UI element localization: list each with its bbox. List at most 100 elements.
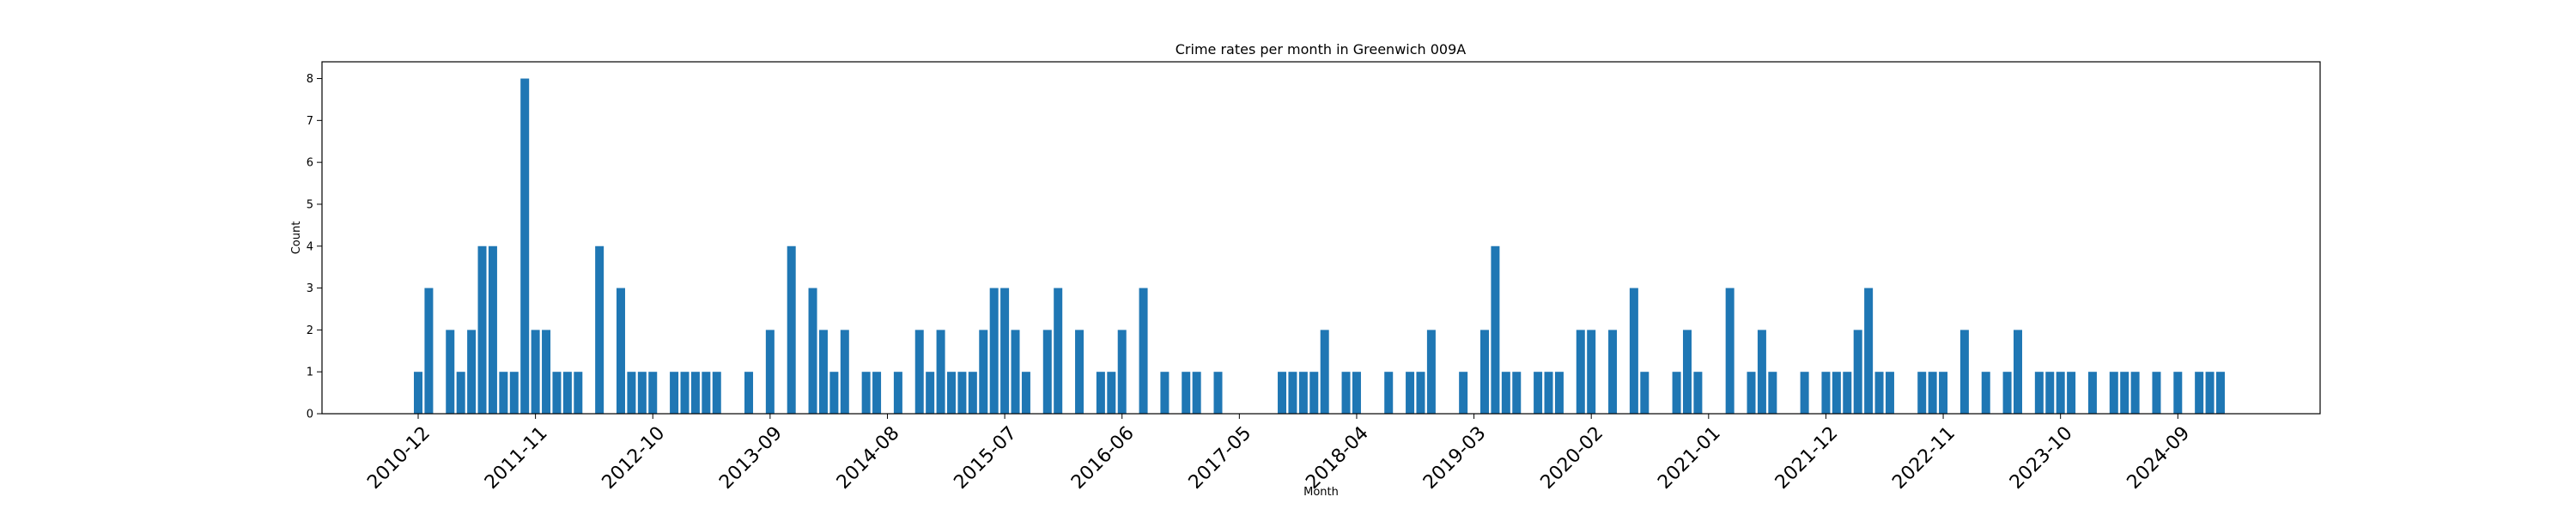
bar-2012-01 bbox=[552, 372, 562, 414]
bar-2023-03 bbox=[1981, 372, 1990, 414]
bar-2012-08 bbox=[627, 372, 636, 414]
bar-2012-12 bbox=[670, 372, 679, 414]
bar-2016-12 bbox=[1182, 372, 1191, 414]
x-tick-label: 2011-11 bbox=[481, 422, 552, 494]
x-tick-label: 2014-08 bbox=[833, 422, 904, 494]
bar-2021-05 bbox=[1747, 372, 1756, 414]
bar-2010-12 bbox=[414, 372, 422, 414]
x-tick-label: 2018-04 bbox=[1302, 422, 1373, 494]
bar-2022-09 bbox=[1917, 372, 1927, 414]
bar-2020-10 bbox=[1672, 372, 1681, 414]
bar-2022-11 bbox=[1939, 372, 1948, 414]
bar-2024-09 bbox=[2173, 372, 2183, 414]
bar-2021-06 bbox=[1757, 330, 1766, 414]
bar-2011-07 bbox=[488, 245, 497, 414]
bar-2022-02 bbox=[1843, 372, 1852, 414]
bar-2017-10 bbox=[1288, 372, 1297, 414]
y-tick-label: 1 bbox=[307, 367, 313, 379]
bar-2022-06 bbox=[1885, 372, 1894, 414]
ticks-layer: 0 1 2 3 4 5 6 7 8 2010-12 2011-11 2012-10 2013-09 201… bbox=[307, 73, 2195, 494]
bar-2019-09 bbox=[1534, 372, 1543, 414]
bar-2018-10 bbox=[1416, 372, 1425, 414]
bars-layer bbox=[414, 78, 2225, 415]
bar-2019-10 bbox=[1544, 372, 1553, 414]
bar-2019-05 bbox=[1491, 245, 1500, 414]
bar-2020-12 bbox=[1693, 372, 1703, 414]
bar-2023-08 bbox=[2034, 372, 2044, 414]
bar-2013-01 bbox=[680, 372, 690, 414]
bar-2024-12 bbox=[2205, 372, 2215, 414]
bar-2014-02 bbox=[818, 330, 828, 414]
bar-2018-09 bbox=[1406, 372, 1415, 414]
bar-2016-10 bbox=[1160, 372, 1170, 414]
bar-2011-10 bbox=[520, 78, 530, 415]
bar-2019-11 bbox=[1554, 372, 1564, 414]
bar-2021-10 bbox=[1800, 372, 1809, 414]
x-tick-label: 2022-11 bbox=[1888, 422, 1959, 494]
bar-2015-04 bbox=[968, 372, 977, 414]
bar-2014-11 bbox=[914, 330, 924, 414]
bar-2017-09 bbox=[1278, 372, 1287, 414]
bar-2020-11 bbox=[1682, 330, 1692, 414]
bar-2013-04 bbox=[712, 372, 721, 414]
bar-2011-04 bbox=[456, 372, 465, 414]
bar-2020-02 bbox=[1587, 330, 1596, 414]
bar-2015-01 bbox=[936, 330, 945, 414]
bar-2024-07 bbox=[2152, 372, 2161, 414]
bar-2018-04 bbox=[1352, 372, 1361, 414]
bar-2014-06 bbox=[861, 372, 871, 414]
bar-2011-09 bbox=[509, 372, 519, 414]
y-tick-label: 5 bbox=[307, 198, 313, 211]
bar-2023-11 bbox=[2067, 372, 2076, 414]
bar-2011-05 bbox=[467, 330, 477, 414]
x-tick-label: 2015-07 bbox=[950, 422, 1021, 494]
y-tick-label: 4 bbox=[307, 240, 313, 253]
x-tick-label: 2021-12 bbox=[1771, 422, 1843, 494]
y-tick-label: 7 bbox=[307, 115, 313, 128]
bar-2012-05 bbox=[595, 245, 605, 414]
bar-2023-01 bbox=[1959, 330, 1969, 414]
bar-2014-07 bbox=[872, 372, 882, 414]
bar-2024-04 bbox=[2120, 372, 2129, 414]
y-tick-label: 6 bbox=[307, 157, 313, 170]
bar-2021-03 bbox=[1725, 288, 1735, 414]
bar-2022-03 bbox=[1853, 330, 1862, 414]
bar-2017-11 bbox=[1298, 372, 1308, 414]
bar-2023-05 bbox=[2002, 372, 2012, 414]
bar-2023-10 bbox=[2056, 372, 2065, 414]
bar-2011-12 bbox=[542, 330, 551, 414]
chart-title: Crime rates per month in Greenwich 009A bbox=[1176, 41, 1467, 58]
bar-2015-08 bbox=[1011, 330, 1020, 414]
x-tick-label: 2024-09 bbox=[2123, 422, 2195, 494]
bar-2019-07 bbox=[1512, 372, 1522, 414]
bar-2019-04 bbox=[1480, 330, 1489, 414]
bar-2011-03 bbox=[446, 330, 455, 414]
bar-2018-07 bbox=[1384, 372, 1394, 414]
bar-2024-01 bbox=[2087, 372, 2097, 414]
bar-2012-07 bbox=[616, 288, 625, 414]
x-tick-label: 2010-12 bbox=[363, 422, 434, 494]
bar-2018-11 bbox=[1426, 330, 1436, 414]
bar-2018-03 bbox=[1341, 372, 1351, 414]
bar-2013-03 bbox=[702, 372, 711, 414]
bar-2020-01 bbox=[1576, 330, 1585, 414]
bar-2016-02 bbox=[1075, 330, 1084, 414]
x-tick-label: 2020-02 bbox=[1537, 422, 1608, 494]
bar-2019-06 bbox=[1501, 372, 1510, 414]
bar-2015-05 bbox=[979, 330, 988, 414]
bar-2018-01 bbox=[1320, 330, 1329, 414]
bar-2013-09 bbox=[765, 330, 775, 414]
bar-2013-02 bbox=[690, 372, 700, 414]
bar-2016-04 bbox=[1096, 372, 1105, 414]
bar-2014-04 bbox=[840, 330, 849, 414]
bar-2020-06 bbox=[1629, 288, 1638, 414]
bar-2022-10 bbox=[1928, 372, 1937, 414]
y-tick-label: 0 bbox=[307, 409, 313, 421]
bar-2014-01 bbox=[808, 288, 817, 414]
y-tick-label: 3 bbox=[307, 282, 313, 295]
bar-2016-05 bbox=[1107, 372, 1116, 414]
bar-2025-01 bbox=[2215, 372, 2225, 414]
bar-2017-12 bbox=[1309, 372, 1319, 414]
bar-2011-11 bbox=[531, 330, 540, 414]
